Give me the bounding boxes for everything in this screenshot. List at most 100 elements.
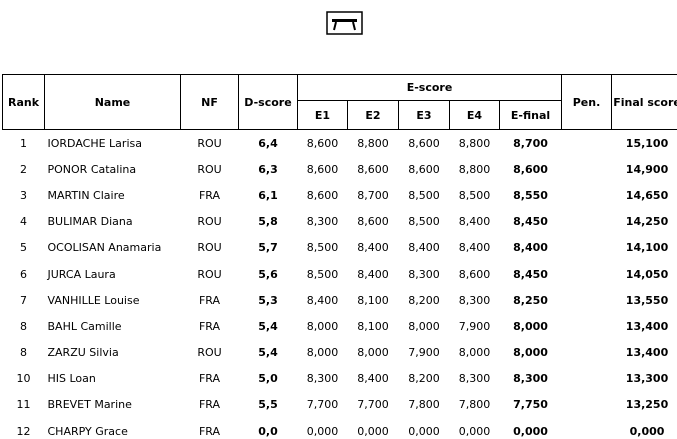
pen-cell [562,209,612,235]
row: 8 BAHL Camille FRA 5,4 8,000 8,100 8,000 7,900 8… [3,313,677,339]
pen-cell [562,235,612,261]
e-final-cell: 8,400 [513,241,548,255]
e2-cell: 0,000 [357,424,389,438]
d-score-cell: 5,6 [258,267,278,281]
e4-cell: 7,900 [458,319,491,333]
e4-cell: 8,300 [458,372,491,386]
e2-cell: 8,100 [357,293,389,307]
nf-cell: FRA [198,372,221,386]
d-score-cell: 5,5 [258,398,278,412]
final-score-cell: 13,300 [625,372,669,386]
name-cell: JURCA Laura [47,267,116,281]
name-cell: CHARPY Grace [47,424,128,438]
e3-cell: 8,500 [408,188,440,202]
e1-cell: 8,000 [306,319,339,333]
e2-cell: 8,000 [357,346,389,360]
pen-cell [562,340,612,366]
e2-cell: 8,400 [357,372,389,386]
d-score-cell: 5,3 [258,293,278,307]
final-score-cell: 14,250 [625,215,669,229]
final-score-cell: 0,000 [629,424,665,438]
row: 1 IORDACHE Larisa ROU 6,4 8,600 8,800 8,600 8,8… [3,130,677,157]
e3-cell: 8,300 [408,267,440,281]
e2-cell: 7,700 [357,398,389,412]
rank-cell: 5 [20,241,27,255]
rank-cell: 6 [20,267,27,281]
nf-cell: ROU [197,162,222,176]
e1-cell: 8,600 [306,162,339,176]
pen-cell [562,156,612,182]
rank-cell: 12 [16,424,31,438]
e4-cell: 8,500 [458,188,491,202]
e4-cell: 8,400 [458,215,491,229]
header-e-column: E-final [498,100,563,130]
rank-cell: 8 [20,319,27,333]
name-cell: HIS Loan [47,372,96,386]
name-cell: VANHILLE Louise [47,293,140,307]
name-cell: ZARZU Silvia [47,346,119,360]
e2-cell: 8,600 [357,215,389,229]
e1-cell: 8,300 [306,215,339,229]
name-cell: OCOLISAN Anamaria [47,241,162,255]
e1-cell: 8,500 [306,267,339,281]
d-score-cell: 5,8 [258,215,278,229]
apparatus-icon [326,11,363,35]
nf-cell: FRA [198,319,221,333]
e-final-cell: 8,000 [513,319,548,333]
e-final-cell: 8,600 [513,162,548,176]
d-score-cell: 5,7 [258,241,278,255]
row: 4 BULIMAR Diana ROU 5,8 8,300 8,600 8,500 8,400… [3,209,677,235]
final-score-cell: 13,250 [625,398,669,412]
final-score-cell: 13,550 [625,293,669,307]
d-score-cell: 6,4 [258,136,278,150]
e2-cell: 8,700 [357,188,389,202]
e2-cell: 8,100 [357,319,389,333]
e-final-cell: 8,450 [513,267,548,281]
row: 7 VANHILLE Louise FRA 5,3 8,400 8,100 8,200 8,3… [3,287,677,313]
d-score-cell: 5,4 [258,346,278,360]
final-score-cell: 13,400 [625,319,669,333]
e4-cell: 7,800 [458,398,491,412]
rank-cell: 7 [20,293,27,307]
nf-cell: FRA [198,424,221,438]
nf-cell: ROU [197,346,222,360]
e4-cell: 8,600 [458,267,491,281]
header-rank: Rank [2,74,45,130]
name-cell: BREVET Marine [47,398,132,412]
e1-cell: 7,700 [306,398,339,412]
e-final-cell: 8,450 [513,215,548,229]
e-final-cell: 8,250 [513,293,548,307]
rank-cell: 4 [20,215,27,229]
e-final-cell: 8,300 [513,372,548,386]
d-score-cell: 5,0 [258,372,278,386]
e-final-cell: 8,700 [513,136,548,150]
e3-cell: 7,800 [408,398,440,412]
e2-cell: 8,800 [357,136,389,150]
e1-cell: 8,300 [306,372,339,386]
e4-cell: 8,000 [458,346,491,360]
pen-cell [562,130,612,157]
d-score-cell: 5,4 [258,319,278,333]
header-e-score: E-score [296,74,563,101]
e1-cell: 8,000 [306,346,339,360]
e3-cell: 8,400 [408,241,440,255]
e3-cell: 7,900 [408,346,440,360]
row: 5 OCOLISAN Anamaria ROU 5,7 8,500 8,400 8,400 8… [3,235,677,261]
e1-cell: 8,600 [306,188,339,202]
e3-cell: 0,000 [408,424,440,438]
e-final-cell: 0,000 [513,424,548,438]
d-score-cell: 6,3 [258,162,278,176]
e2-cell: 8,600 [357,162,389,176]
d-score-cell: 6,1 [258,188,278,202]
nf-cell: ROU [197,241,222,255]
nf-cell: FRA [198,398,221,412]
e2-cell: 8,400 [357,267,389,281]
e3-cell: 8,200 [408,372,440,386]
pen-cell [562,261,612,287]
results-table: Rank Name NF D-score E-score Pen. Final … [2,74,677,439]
pen-cell [562,392,612,418]
final-score-cell: 14,100 [625,241,669,255]
row: 3 MARTIN Claire FRA 6,1 8,600 8,700 8,500 8,500… [3,182,677,208]
rank-cell: 2 [20,162,27,176]
